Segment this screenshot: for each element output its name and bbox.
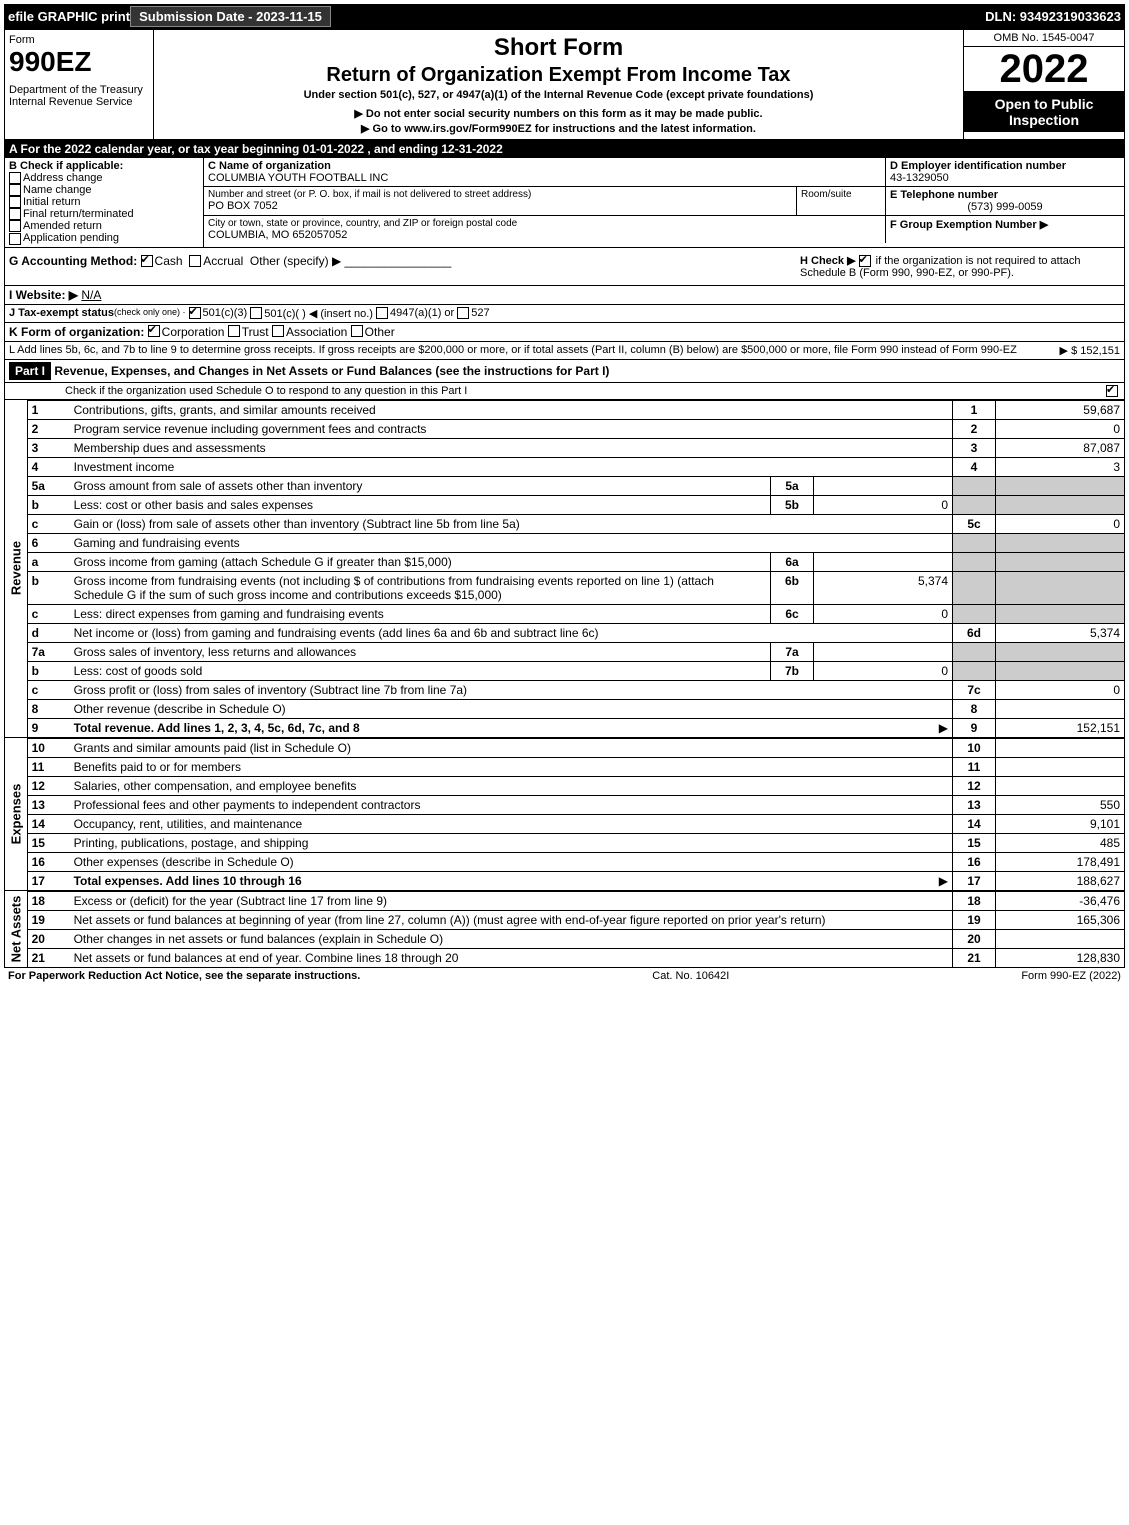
chk-527[interactable]: [457, 307, 469, 319]
form-container: Form 990EZ Department of the Treasury In…: [4, 29, 1125, 968]
g-label: G Accounting Method:: [9, 254, 137, 268]
chk-schedO[interactable]: [1106, 385, 1118, 397]
open-public: Open to Public Inspection: [964, 92, 1124, 132]
d-label: D Employer identification number: [890, 160, 1066, 172]
street-label: Number and street (or P. O. box, if mail…: [208, 189, 792, 200]
chk-corp[interactable]: [148, 325, 160, 337]
no-ssn: ▶ Do not enter social security numbers o…: [162, 107, 955, 120]
city: COLUMBIA, MO 652057052: [208, 229, 881, 241]
omb: OMB No. 1545-0047: [964, 30, 1124, 47]
k-label: K Form of organization:: [9, 325, 144, 339]
short-form-title: Short Form: [162, 34, 955, 62]
col-cdef: C Name of organization COLUMBIA YOUTH FO…: [204, 158, 1124, 247]
b-label: B Check if applicable:: [9, 160, 123, 172]
netassets-table: 18Excess or (deficit) for the year (Subt…: [28, 891, 1124, 967]
row-i: I Website: ▶ N/A: [5, 286, 1124, 305]
expenses-section: Expenses 10Grants and similar amounts pa…: [5, 738, 1124, 891]
row-bcdef: B Check if applicable: Address change Na…: [5, 158, 1124, 248]
c-label: C Name of organization: [208, 160, 331, 172]
goto-link[interactable]: ▶ Go to www.irs.gov/Form990EZ for instru…: [162, 122, 955, 135]
chk-accrual[interactable]: [189, 255, 201, 267]
l-amount: ▶ $ 152,151: [1017, 344, 1120, 357]
chk-address[interactable]: [9, 172, 21, 184]
e-label: E Telephone number: [890, 189, 998, 201]
expenses-table: 10Grants and similar amounts paid (list …: [28, 738, 1124, 890]
ein: 43-1329050: [890, 172, 1120, 184]
tax-year: 2022: [964, 47, 1124, 92]
dept-label: Department of the Treasury: [9, 84, 149, 96]
room-label: Room/suite: [801, 189, 881, 200]
efile-label: efile GRAPHIC print: [8, 9, 130, 24]
part1-header: Part I Revenue, Expenses, and Changes in…: [5, 360, 1124, 383]
revenue-table: 1Contributions, gifts, grants, and simil…: [28, 400, 1124, 737]
chk-pending[interactable]: [9, 233, 21, 245]
submission-date: Submission Date - 2023-11-15: [130, 6, 331, 27]
part1-title: Revenue, Expenses, and Changes in Net As…: [54, 364, 609, 378]
row-j: J Tax-exempt status (check only one) · 5…: [5, 305, 1124, 323]
header-right: OMB No. 1545-0047 2022 Open to Public In…: [963, 30, 1124, 139]
l-text: L Add lines 5b, 6c, and 7b to line 9 to …: [9, 344, 1017, 357]
footer-left: For Paperwork Reduction Act Notice, see …: [8, 970, 360, 982]
header-left: Form 990EZ Department of the Treasury In…: [5, 30, 154, 139]
form-number: 990EZ: [9, 46, 149, 78]
revenue-section: Revenue 1Contributions, gifts, grants, a…: [5, 400, 1124, 738]
website: N/A: [81, 288, 101, 302]
chk-trust[interactable]: [228, 325, 240, 337]
chk-other-org[interactable]: [351, 325, 363, 337]
phone: (573) 999-0059: [890, 201, 1120, 213]
chk-501c[interactable]: [250, 307, 262, 319]
netassets-label: Net Assets: [5, 891, 28, 967]
chk-501c3[interactable]: [189, 307, 201, 319]
under-section: Under section 501(c), 527, or 4947(a)(1)…: [162, 89, 955, 101]
irs-label: Internal Revenue Service: [9, 96, 149, 108]
netassets-section: Net Assets 18Excess or (deficit) for the…: [5, 891, 1124, 967]
chk-amended[interactable]: [9, 220, 21, 232]
footer-right: Form 990-EZ (2022): [1021, 970, 1121, 982]
part1-check: Check if the organization used Schedule …: [5, 383, 1124, 400]
chk-initial[interactable]: [9, 196, 21, 208]
city-label: City or town, state or province, country…: [208, 218, 881, 229]
footer: For Paperwork Reduction Act Notice, see …: [4, 968, 1125, 984]
form-word: Form: [9, 34, 149, 46]
h-label: H Check ▶: [800, 255, 856, 267]
line-a: A For the 2022 calendar year, or tax yea…: [5, 140, 1124, 158]
f-label: F Group Exemption Number ▶: [890, 219, 1048, 231]
chk-final[interactable]: [9, 208, 21, 220]
chk-4947[interactable]: [376, 307, 388, 319]
return-title: Return of Organization Exempt From Incom…: [162, 64, 955, 87]
chk-name[interactable]: [9, 184, 21, 196]
expenses-label: Expenses: [5, 738, 28, 890]
org-name: COLUMBIA YOUTH FOOTBALL INC: [208, 172, 881, 184]
row-l: L Add lines 5b, 6c, and 7b to line 9 to …: [5, 342, 1124, 360]
dln: DLN: 93492319033623: [985, 9, 1121, 24]
chk-cash[interactable]: [141, 255, 153, 267]
row-k: K Form of organization: Corporation Trus…: [5, 323, 1124, 342]
street: PO BOX 7052: [208, 200, 792, 212]
part1-label: Part I: [9, 362, 51, 380]
chk-assoc[interactable]: [272, 325, 284, 337]
revenue-label: Revenue: [5, 400, 28, 737]
row-gh: G Accounting Method: Cash Accrual Other …: [5, 248, 1124, 286]
col-b: B Check if applicable: Address change Na…: [5, 158, 204, 247]
top-bar: efile GRAPHIC print Submission Date - 20…: [4, 4, 1125, 29]
footer-center: Cat. No. 10642I: [652, 970, 729, 982]
j-label: J Tax-exempt status: [9, 307, 114, 320]
chk-h[interactable]: [859, 255, 871, 267]
header-center: Short Form Return of Organization Exempt…: [154, 30, 963, 139]
form-header: Form 990EZ Department of the Treasury In…: [5, 30, 1124, 140]
i-label: I Website: ▶: [9, 288, 78, 302]
